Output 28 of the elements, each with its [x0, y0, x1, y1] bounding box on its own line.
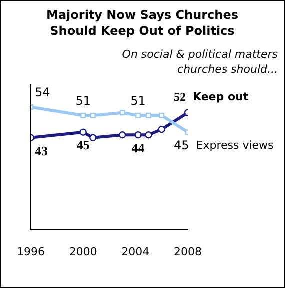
data-label: 51 [76, 94, 91, 108]
data-label: 45 [174, 138, 190, 152]
x-tick-label: 2004 [122, 245, 150, 258]
point [159, 112, 165, 118]
data-label: 45 [76, 138, 90, 153]
point [90, 134, 97, 142]
series-label: Keep out [193, 90, 249, 104]
data-label: 51 [130, 94, 146, 108]
point [145, 132, 152, 139]
data-label: 44 [132, 140, 146, 156]
point [136, 112, 142, 118]
series-label: Express views [196, 139, 274, 152]
data-label: 54 [34, 85, 50, 100]
data-label: 52 [174, 90, 186, 104]
point [118, 132, 126, 139]
x-tick-label: 2008 [174, 245, 202, 258]
chart-title: Majority Now Says Churches Should Keep Out of Politics [46, 7, 240, 39]
point [158, 126, 166, 134]
point [80, 112, 86, 118]
point [90, 112, 96, 118]
x-tick-label: 1996 [16, 245, 45, 258]
point [80, 128, 87, 136]
x-tick-label: 2000 [69, 245, 98, 258]
point [146, 112, 152, 118]
point [134, 132, 142, 139]
point [120, 110, 126, 116]
data-label: 43 [34, 143, 48, 158]
text: On social & political matters churches should... [121, 47, 278, 77]
